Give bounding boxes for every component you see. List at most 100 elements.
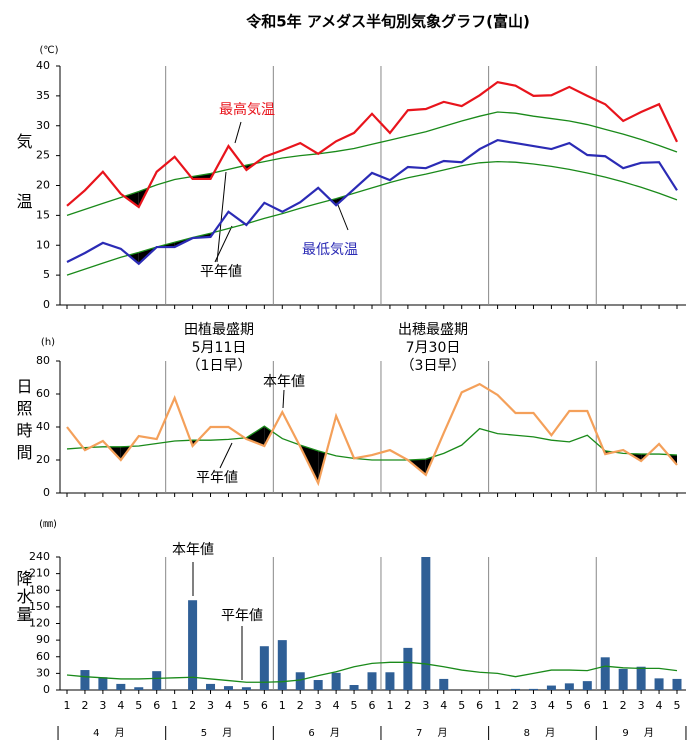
y-tick-label: 120 — [29, 617, 50, 630]
series-line — [66, 80, 678, 209]
series-line — [66, 138, 678, 266]
bar — [421, 557, 431, 690]
y-tick-label: 30 — [36, 119, 50, 132]
bar — [98, 677, 108, 690]
x-tick-label: 6 — [369, 699, 376, 712]
bar — [80, 670, 90, 690]
y-tick-label: 60 — [36, 387, 50, 400]
month-label: 7 月 — [416, 727, 454, 739]
arrows — [192, 121, 349, 680]
x-tick-label: 1 — [171, 699, 178, 712]
bar — [152, 671, 162, 690]
arrow — [282, 389, 285, 409]
x-tick-label: 5 — [674, 699, 681, 712]
x-tick-label: 1 — [64, 699, 71, 712]
annotation: 田植最盛期 — [184, 322, 254, 338]
bar — [618, 668, 628, 690]
unit-label: (㎜) — [39, 519, 57, 530]
annotation: 平年値 — [196, 470, 238, 486]
bar — [600, 657, 610, 690]
arrow — [214, 225, 233, 263]
bar — [134, 687, 144, 690]
bar — [367, 672, 377, 690]
bar — [313, 680, 323, 690]
bar — [528, 688, 538, 690]
month-label: 9 月 — [622, 727, 660, 739]
bar — [403, 647, 413, 690]
y-tick-label: 15 — [36, 208, 50, 221]
bar — [672, 678, 682, 690]
unit-label: (℃) — [39, 45, 58, 56]
annotation: 本年値 — [263, 374, 305, 390]
y-tick-label: 0 — [43, 683, 50, 696]
x-tick-label: 3 — [315, 699, 322, 712]
y-tick-label: 10 — [36, 238, 50, 251]
arrow — [216, 171, 227, 263]
y-tick-label: 0 — [43, 486, 50, 499]
x-tick-label: 6 — [584, 699, 591, 712]
x-tick-label: 3 — [99, 699, 106, 712]
month-label: 6 月 — [308, 727, 346, 739]
y-tick-label: 80 — [36, 354, 50, 367]
series-line — [66, 425, 678, 461]
y-axis-title: 日照時間 — [14, 378, 33, 466]
x-tick-label: 6 — [476, 699, 483, 712]
month-label: 4 月 — [93, 727, 131, 739]
annotation: （1日早） — [187, 358, 252, 374]
x-tick-label: 2 — [404, 699, 411, 712]
y-tick-label: 30 — [36, 666, 50, 679]
y-tick-label: 210 — [29, 567, 50, 580]
month-label: 8 月 — [524, 727, 562, 739]
x-tick-label: 6 — [153, 699, 160, 712]
bar — [206, 683, 216, 690]
bar — [564, 683, 574, 690]
x-tick-label: 1 — [386, 699, 393, 712]
bar — [331, 672, 341, 690]
annotation: 7月30日 — [406, 340, 461, 356]
x-tick-label: 2 — [512, 699, 519, 712]
annotation: 最低気温 — [302, 242, 358, 258]
bar — [636, 666, 646, 690]
y-tick-label: 20 — [36, 453, 50, 466]
bar — [654, 678, 664, 690]
y-tick-label: 90 — [36, 633, 50, 646]
x-tick-label: 3 — [207, 699, 214, 712]
bar — [349, 685, 359, 690]
chart-title: 令和5年 アメダス半旬別気象グラフ(富山) — [246, 13, 530, 31]
arrow — [234, 121, 242, 144]
bar — [116, 683, 126, 690]
x-tick-label: 4 — [440, 699, 447, 712]
series-line — [66, 382, 678, 487]
arrow — [219, 442, 233, 469]
x-tick-label: 5 — [458, 699, 465, 712]
x-tick-label: 5 — [135, 699, 142, 712]
series-line — [66, 661, 678, 683]
x-tick-label: 1 — [279, 699, 286, 712]
x-tick-label: 3 — [530, 699, 537, 712]
annotation: 平年値 — [221, 608, 263, 624]
y-tick-label: 240 — [29, 550, 50, 563]
bar — [439, 678, 449, 690]
x-tick-label: 2 — [297, 699, 304, 712]
x-tick-label: 5 — [243, 699, 250, 712]
y-tick-label: 20 — [36, 179, 50, 192]
bar — [295, 672, 305, 690]
y-tick-label: 180 — [29, 583, 50, 596]
y-tick-label: 150 — [29, 600, 50, 613]
y-tick-label: 35 — [36, 89, 50, 102]
series-line — [66, 160, 678, 276]
series-line — [66, 111, 678, 216]
x-tick-label: 2 — [620, 699, 627, 712]
x-tick-label: 1 — [602, 699, 609, 712]
bar — [188, 600, 198, 690]
bar — [259, 646, 269, 690]
month-label: 5 月 — [201, 727, 239, 739]
bar — [223, 686, 233, 690]
annotation: 出穂最盛期 — [398, 322, 468, 338]
y-tick-label: 40 — [36, 59, 50, 72]
x-tick-label: 1 — [494, 699, 501, 712]
x-tick-label: 2 — [81, 699, 88, 712]
bar — [385, 672, 395, 690]
y-tick-label: 5 — [43, 268, 50, 281]
